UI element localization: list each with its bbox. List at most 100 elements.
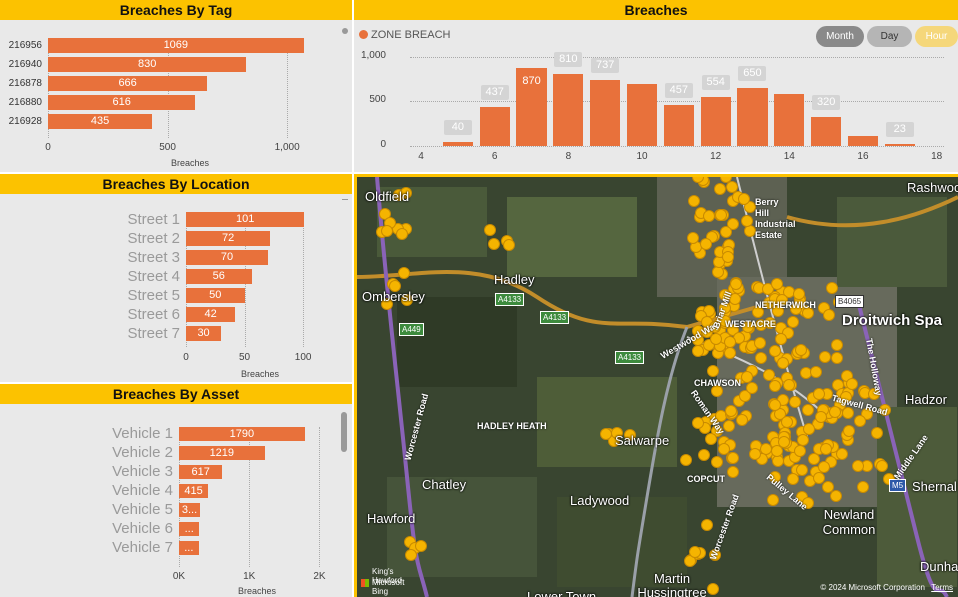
breach-marker[interactable] [830, 490, 843, 503]
breach-marker[interactable] [702, 209, 715, 222]
breach-marker[interactable] [691, 333, 704, 346]
breach-marker[interactable] [812, 387, 825, 400]
breach-marker[interactable] [705, 433, 718, 446]
breach-marker[interactable] [831, 351, 844, 364]
breach-marker[interactable] [727, 217, 740, 230]
breach-marker[interactable] [741, 320, 754, 333]
breach-marker[interactable] [818, 461, 831, 474]
breach-marker[interactable] [688, 194, 701, 207]
breach-marker[interactable] [878, 404, 891, 417]
breach-marker[interactable] [795, 343, 808, 356]
day-button[interactable]: Day [867, 26, 912, 47]
breach-marker[interactable] [744, 201, 757, 214]
breach-marker[interactable] [775, 293, 788, 306]
breach-marker[interactable] [819, 351, 832, 364]
breach-marker[interactable] [871, 426, 884, 439]
breach-marker[interactable] [840, 391, 853, 404]
breach-marker[interactable] [737, 193, 750, 206]
breach-marker[interactable] [813, 471, 825, 484]
breach-marker[interactable] [718, 442, 731, 455]
breach-marker[interactable] [789, 395, 802, 408]
breach-marker[interactable] [709, 549, 722, 562]
breach-marker[interactable] [771, 277, 784, 290]
breach-marker[interactable] [814, 411, 827, 424]
breach-marker[interactable] [822, 480, 835, 493]
breach-marker[interactable] [745, 382, 758, 395]
breach-marker[interactable] [740, 214, 753, 227]
breach-marker[interactable] [769, 471, 781, 484]
breach-marker[interactable] [699, 237, 712, 250]
breach-marker[interactable] [801, 307, 814, 320]
breach-marker[interactable] [624, 428, 637, 441]
breach-marker[interactable] [727, 451, 740, 464]
terms-link[interactable]: Terms [931, 583, 953, 592]
breach-marker[interactable] [831, 339, 844, 351]
breach-marker[interactable] [404, 549, 417, 562]
breach-marker[interactable] [820, 442, 833, 455]
breach-marker[interactable] [401, 294, 414, 307]
breach-marker[interactable] [709, 332, 722, 345]
breach-marker[interactable] [794, 444, 807, 457]
breach-marker[interactable] [722, 251, 735, 264]
breach-marker[interactable] [715, 209, 728, 222]
breach-marker[interactable] [808, 452, 821, 465]
breach-marker[interactable] [730, 277, 743, 290]
breach-marker[interactable] [867, 388, 880, 401]
breach-marker[interactable] [740, 370, 753, 383]
breach-marker[interactable] [700, 518, 713, 531]
breach-marker[interactable] [726, 466, 739, 479]
breach-marker[interactable] [856, 481, 869, 494]
breach-marker[interactable] [753, 337, 766, 350]
breach-marker[interactable] [729, 292, 742, 305]
breach-marker[interactable] [875, 459, 888, 472]
breach-marker[interactable] [711, 385, 724, 398]
breach-marker[interactable] [841, 406, 854, 419]
breach-marker[interactable] [853, 415, 866, 428]
map-canvas[interactable]: Oldfield Rashwood Hadley Ombersley NETHE… [357, 177, 958, 597]
breach-marker[interactable] [777, 356, 790, 369]
breach-marker[interactable] [835, 447, 848, 460]
hour-button[interactable]: Hour [915, 26, 958, 47]
breach-marker[interactable] [503, 239, 516, 252]
breach-marker[interactable] [736, 413, 749, 426]
breach-marker[interactable] [790, 302, 803, 315]
breach-marker[interactable] [802, 496, 815, 509]
breach-marker[interactable] [783, 378, 796, 391]
breach-marker[interactable] [803, 423, 816, 436]
breach-marker[interactable] [770, 444, 783, 457]
breach-marker[interactable] [787, 472, 800, 485]
breach-marker[interactable] [395, 227, 408, 240]
breach-marker[interactable] [725, 404, 738, 417]
breach-marker[interactable] [724, 335, 737, 348]
breach-marker[interactable] [687, 231, 700, 244]
breach-marker[interactable] [707, 364, 720, 377]
breach-marker[interactable] [751, 305, 764, 318]
breach-marker[interactable] [679, 454, 692, 467]
breach-marker[interactable] [802, 404, 815, 417]
breach-marker[interactable] [708, 321, 721, 334]
breach-marker[interactable] [398, 266, 411, 279]
breach-marker[interactable] [722, 419, 735, 432]
breach-marker[interactable] [381, 297, 394, 310]
breach-marker[interactable] [786, 315, 799, 328]
breach-marker[interactable] [692, 345, 705, 358]
breach-marker[interactable] [599, 428, 612, 441]
breach-marker[interactable] [843, 424, 856, 437]
breach-marker[interactable] [795, 463, 808, 476]
breach-marker[interactable] [719, 314, 732, 327]
breach-marker[interactable] [768, 379, 781, 392]
breach-marker[interactable] [718, 289, 731, 302]
breach-marker[interactable] [778, 436, 791, 449]
breach-marker[interactable] [707, 583, 720, 596]
breach-marker[interactable] [845, 377, 858, 390]
breach-marker[interactable] [487, 237, 500, 250]
breach-marker[interactable] [400, 187, 413, 200]
breach-marker[interactable] [710, 455, 723, 468]
breach-marker[interactable] [809, 365, 822, 378]
breach-marker[interactable] [483, 224, 496, 237]
breach-marker[interactable] [719, 302, 732, 315]
asset-scrollbar[interactable] [341, 412, 347, 452]
breach-marker[interactable] [755, 318, 768, 331]
breach-marker[interactable] [719, 226, 732, 239]
breach-marker[interactable] [774, 332, 787, 345]
